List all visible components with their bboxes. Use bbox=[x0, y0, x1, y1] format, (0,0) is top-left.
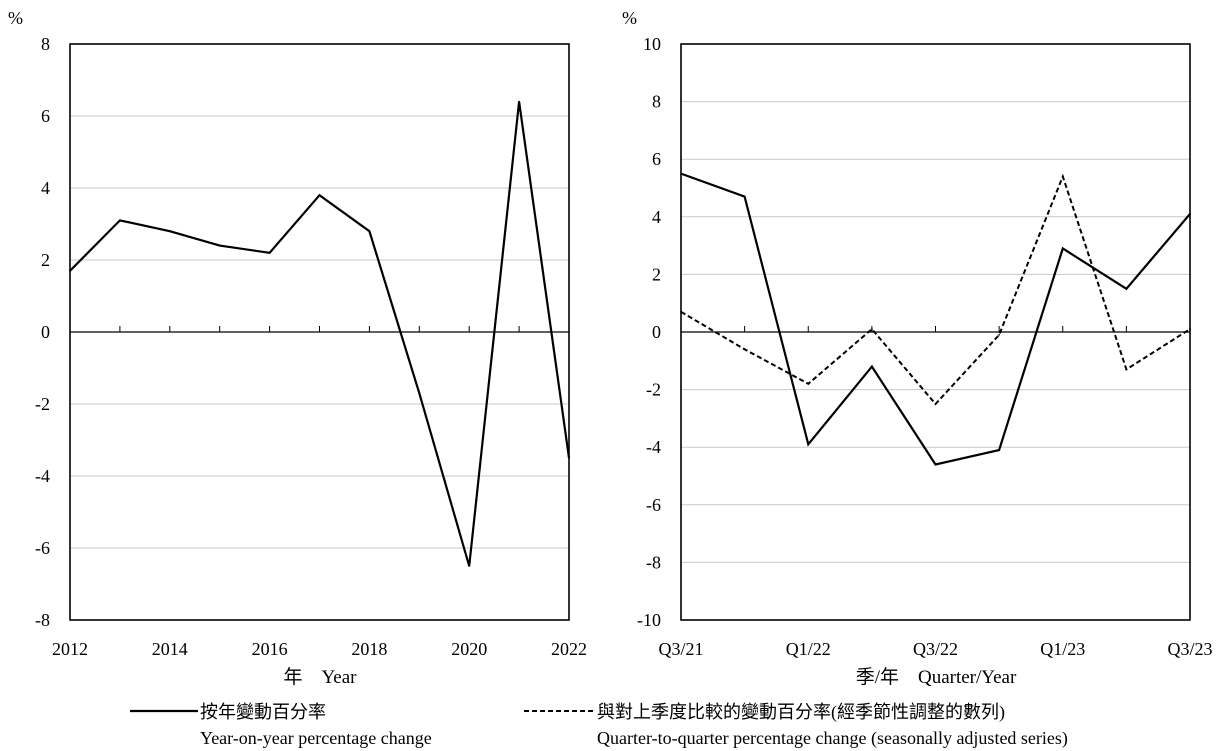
annual-chart: 8 6 4 2 0 -2 -4 -6 -8 2012 2014 2016 2018 2020 2022 %… bbox=[8, 8, 587, 688]
quarterly-y-tick-label: -2 bbox=[646, 380, 661, 400]
quarterly-data-point-yoy bbox=[871, 365, 873, 368]
annual-gridlines bbox=[70, 115, 569, 549]
annual-plot-frame bbox=[69, 43, 570, 621]
quarterly-data-point-yoy bbox=[1061, 247, 1064, 250]
quarterly-x-tick-label: Q3/23 bbox=[1168, 639, 1213, 659]
annual-data-point-yoy bbox=[468, 565, 471, 567]
quarterly-y-unit: % bbox=[622, 8, 637, 28]
quarterly-data-point-yoy bbox=[743, 195, 746, 198]
quarterly-data-point-yoy bbox=[934, 463, 937, 466]
annual-y-tick-label: 6 bbox=[41, 106, 50, 126]
quarterly-x-tick-labels: Q3/21 Q1/22 Q3/22 Q1/23 Q3/23 bbox=[659, 639, 1213, 659]
quarterly-y-tick-label: 4 bbox=[652, 207, 661, 227]
legend-dashed-label-zh: 與對上季度比較的變動百分率(經季節性調整的數列) bbox=[597, 702, 1005, 723]
quarterly-data-point-yoy bbox=[1125, 287, 1128, 290]
quarterly-data-point-yoy bbox=[807, 443, 810, 446]
quarterly-data-point-qoq bbox=[871, 328, 873, 330]
annual-x-axis-title: 年 Year bbox=[283, 666, 357, 688]
annual-y-tick-label: 2 bbox=[41, 250, 50, 270]
annual-y-tick-label: -6 bbox=[35, 538, 50, 558]
annual-data-point-yoy bbox=[518, 100, 520, 103]
annual-y-tick-labels: 8 6 4 2 0 -2 -4 -6 -8 bbox=[35, 34, 50, 630]
annual-series-line-yoy bbox=[69, 101, 571, 567]
legend: 按年變動百分率 Year-on-year percentage change 與… bbox=[130, 702, 1068, 749]
quarterly-x-tick-label: Q1/22 bbox=[786, 639, 831, 659]
annual-data-point-yoy bbox=[318, 194, 321, 197]
quarterly-x-tick-label: Q3/22 bbox=[913, 639, 958, 659]
quarterly-y-tick-label: -10 bbox=[637, 610, 661, 630]
legend-dashed-label-en: Quarter-to-quarter percentage change (se… bbox=[597, 728, 1068, 749]
annual-y-tick-label: -4 bbox=[35, 466, 50, 486]
annual-zero-axis bbox=[70, 326, 569, 333]
quarterly-series-line-qoq bbox=[680, 173, 1191, 406]
annual-data-point-yoy bbox=[119, 219, 121, 222]
annual-x-tick-labels: 2012 2014 2016 2018 2020 2022 bbox=[52, 639, 587, 659]
quarterly-y-tick-labels: 10 8 6 4 2 0 -2 -4 -6 -8 -10 bbox=[637, 34, 661, 630]
quarterly-y-tick-label: -8 bbox=[646, 552, 661, 572]
quarterly-x-tick-label: Q3/21 bbox=[659, 639, 704, 659]
annual-y-unit: % bbox=[8, 8, 23, 28]
quarterly-data-point-qoq bbox=[1061, 175, 1064, 178]
quarterly-plot-frame bbox=[680, 43, 1191, 621]
quarterly-data-point-qoq bbox=[743, 348, 746, 351]
quarterly-x-axis-title: 季/年 Quarter/Year bbox=[856, 666, 1017, 688]
annual-x-tick-label: 2016 bbox=[252, 639, 288, 659]
annual-y-tick-label: 8 bbox=[41, 34, 50, 54]
quarterly-x-tick-label: Q1/23 bbox=[1040, 639, 1085, 659]
annual-x-tick-label: 2022 bbox=[551, 639, 587, 659]
annual-y-tick-label: 0 bbox=[41, 322, 50, 342]
quarterly-data-point-qoq bbox=[998, 334, 1000, 336]
annual-series-group bbox=[69, 100, 571, 567]
quarterly-y-tick-label: -6 bbox=[646, 495, 661, 515]
quarterly-y-tick-label: 0 bbox=[652, 322, 661, 342]
legend-solid-label-zh: 按年變動百分率 bbox=[200, 702, 326, 722]
quarterly-y-tick-label: 8 bbox=[652, 92, 661, 112]
annual-data-point-yoy bbox=[268, 251, 271, 254]
annual-y-tick-label: -2 bbox=[35, 394, 50, 414]
annual-data-point-yoy bbox=[418, 392, 421, 395]
annual-data-point-yoy bbox=[368, 230, 371, 233]
quarterly-data-point-yoy bbox=[998, 449, 1000, 451]
quarterly-data-point-qoq bbox=[934, 403, 937, 405]
quarterly-y-tick-label: 10 bbox=[643, 34, 661, 54]
quarterly-y-tick-label: -4 bbox=[646, 437, 661, 457]
quarterly-data-point-qoq bbox=[1125, 368, 1128, 371]
annual-x-tick-label: 2012 bbox=[52, 639, 88, 659]
annual-y-tick-label: 4 bbox=[41, 178, 50, 198]
quarterly-data-point-qoq bbox=[807, 382, 810, 385]
quarterly-y-tick-label: 2 bbox=[652, 264, 661, 284]
annual-x-tick-label: 2020 bbox=[451, 639, 487, 659]
legend-solid-label-en: Year-on-year percentage change bbox=[200, 728, 432, 748]
annual-x-tick-label: 2018 bbox=[351, 639, 387, 659]
quarterly-y-tick-label: 6 bbox=[652, 149, 661, 169]
annual-y-tick-label: -8 bbox=[35, 610, 50, 630]
annual-x-tick-label: 2014 bbox=[152, 639, 188, 659]
annual-data-point-yoy bbox=[168, 230, 171, 233]
annual-data-point-yoy bbox=[218, 244, 221, 247]
